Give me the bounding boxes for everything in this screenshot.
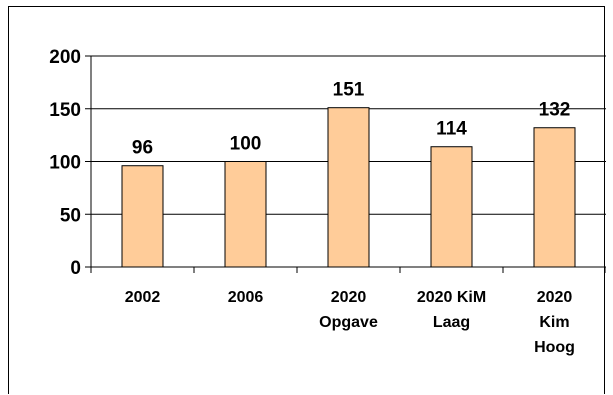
- bar: [327, 107, 370, 268]
- y-tick-label: 150: [49, 100, 81, 121]
- data-label: 96: [132, 138, 153, 159]
- y-tick-label: 100: [49, 153, 81, 174]
- chart-frame: 0 50 100 150 200 96 2002 100 2006 151 2020 Opgave 11…: [8, 6, 606, 394]
- data-label: 114: [436, 119, 467, 140]
- x-category-label: Laag: [433, 314, 470, 331]
- bars: [121, 107, 576, 268]
- y-tick-label: 0: [70, 258, 81, 279]
- data-label: 132: [539, 100, 571, 121]
- x-category-label: 2020 KiM: [417, 289, 486, 306]
- x-category-label: 2002: [125, 289, 161, 306]
- bar-chart: 0 50 100 150 200 96 2002 100 2006 151 2020 Opgave 11…: [49, 47, 606, 356]
- x-category-label: 2006: [228, 289, 264, 306]
- x-category-label: Hoog: [534, 339, 575, 356]
- x-category-label: Kim: [539, 314, 569, 331]
- x-category-label: Opgave: [319, 314, 378, 331]
- bar: [533, 127, 576, 268]
- data-label: 100: [230, 134, 262, 155]
- data-label: 151: [333, 80, 365, 101]
- axes: [85, 55, 606, 273]
- bar: [224, 161, 267, 268]
- bar: [121, 165, 164, 268]
- y-tick-label: 50: [60, 205, 81, 226]
- y-tick-label: 200: [49, 47, 81, 68]
- x-category-label: 2020: [537, 289, 573, 306]
- bar: [430, 146, 473, 268]
- labels: 0 50 100 150 200 96 2002 100 2006 151 2020 Opgave 11…: [49, 47, 575, 356]
- x-category-label: 2020: [331, 289, 367, 306]
